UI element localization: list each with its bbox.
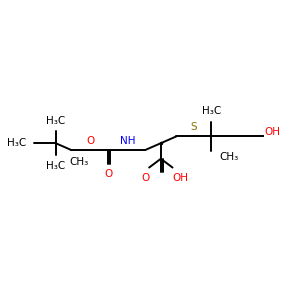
Text: OH: OH [264, 128, 280, 137]
Text: OH: OH [172, 173, 188, 183]
Text: H₃C: H₃C [7, 138, 26, 148]
Text: H₃C: H₃C [202, 106, 221, 116]
Text: O: O [87, 136, 95, 146]
Text: O: O [141, 173, 149, 183]
Text: CH₃: CH₃ [219, 152, 238, 162]
Text: O: O [104, 169, 112, 179]
Text: H₃C: H₃C [46, 116, 65, 126]
Text: S: S [191, 122, 197, 133]
Text: H₃C: H₃C [46, 161, 65, 171]
Text: NH: NH [120, 136, 136, 146]
Text: CH₃: CH₃ [69, 157, 88, 167]
